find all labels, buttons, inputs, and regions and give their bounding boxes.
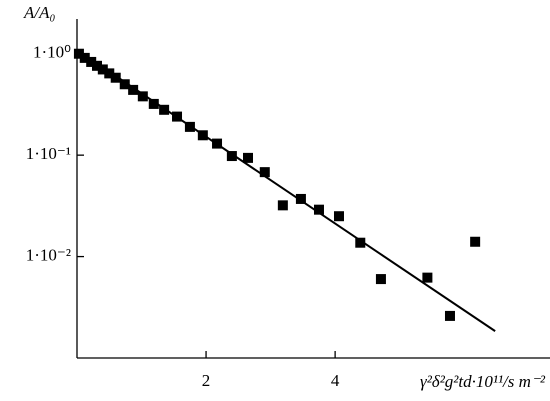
data-point (159, 104, 170, 115)
y-tick-label: 1·10⁻¹ (26, 144, 71, 163)
data-point (444, 310, 455, 321)
x-tick-label: 2 (202, 371, 211, 390)
data-point (470, 236, 481, 247)
y-axis-label: A/A₀ (23, 3, 55, 22)
data-point (313, 204, 324, 215)
data-point (277, 200, 288, 211)
data-point (119, 79, 130, 90)
data-point (86, 56, 97, 67)
data-point (73, 48, 84, 59)
data-point (355, 237, 366, 248)
x-axis-label: γ²δ²g²td·10¹¹/s m⁻² (420, 372, 546, 391)
data-point (226, 151, 237, 162)
data-point (259, 167, 270, 178)
data-point (333, 211, 344, 222)
fit-line (76, 49, 496, 332)
y-tick-label: 1·10⁰ (33, 43, 71, 62)
data-point (97, 64, 108, 75)
data-point (422, 272, 433, 283)
data-point (79, 52, 90, 63)
data-point (243, 152, 254, 163)
x-tick-label: 4 (331, 371, 340, 390)
data-point (148, 98, 159, 109)
y-tick-label: 1·10⁻² (26, 245, 71, 264)
data-point (104, 68, 115, 79)
data-point (295, 193, 306, 204)
data-point (375, 274, 386, 285)
data-point (137, 91, 148, 102)
data-point (92, 60, 103, 71)
data-point (110, 72, 121, 83)
data-point (128, 84, 139, 95)
